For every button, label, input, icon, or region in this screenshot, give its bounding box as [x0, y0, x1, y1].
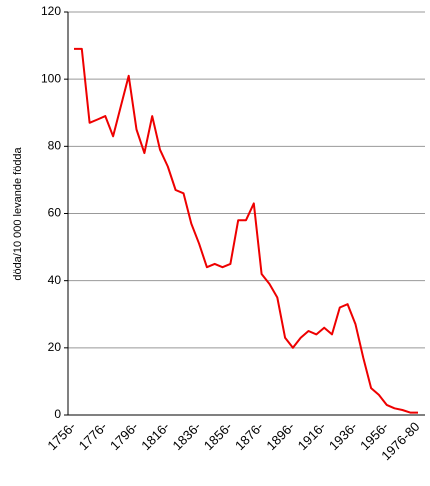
x-tick-label: 1816- [138, 419, 172, 453]
data-line [74, 47, 418, 414]
x-tick-label: 1876- [232, 419, 266, 453]
y-axis-label: döda/10 000 levande födda [12, 146, 24, 280]
x-tick-label: 1916- [295, 419, 329, 453]
x-tick-label: 1896- [263, 419, 297, 453]
x-tick-label: 1936- [326, 419, 360, 453]
y-tick-label: 60 [48, 206, 62, 220]
y-tick-label: 80 [48, 139, 62, 153]
x-tick-label: 1776- [76, 419, 110, 453]
x-tick-label: 1856- [201, 419, 235, 453]
x-tick-label: 1756- [44, 419, 78, 453]
y-tick-label: 0 [54, 407, 61, 421]
x-tick-label: 1796- [107, 419, 141, 453]
x-tick-label: 1836- [170, 419, 204, 453]
y-tick-label: 100 [41, 71, 61, 85]
y-tick-label: 120 [41, 4, 61, 18]
y-tick-label: 20 [48, 340, 62, 354]
y-tick-label: 40 [48, 273, 62, 287]
